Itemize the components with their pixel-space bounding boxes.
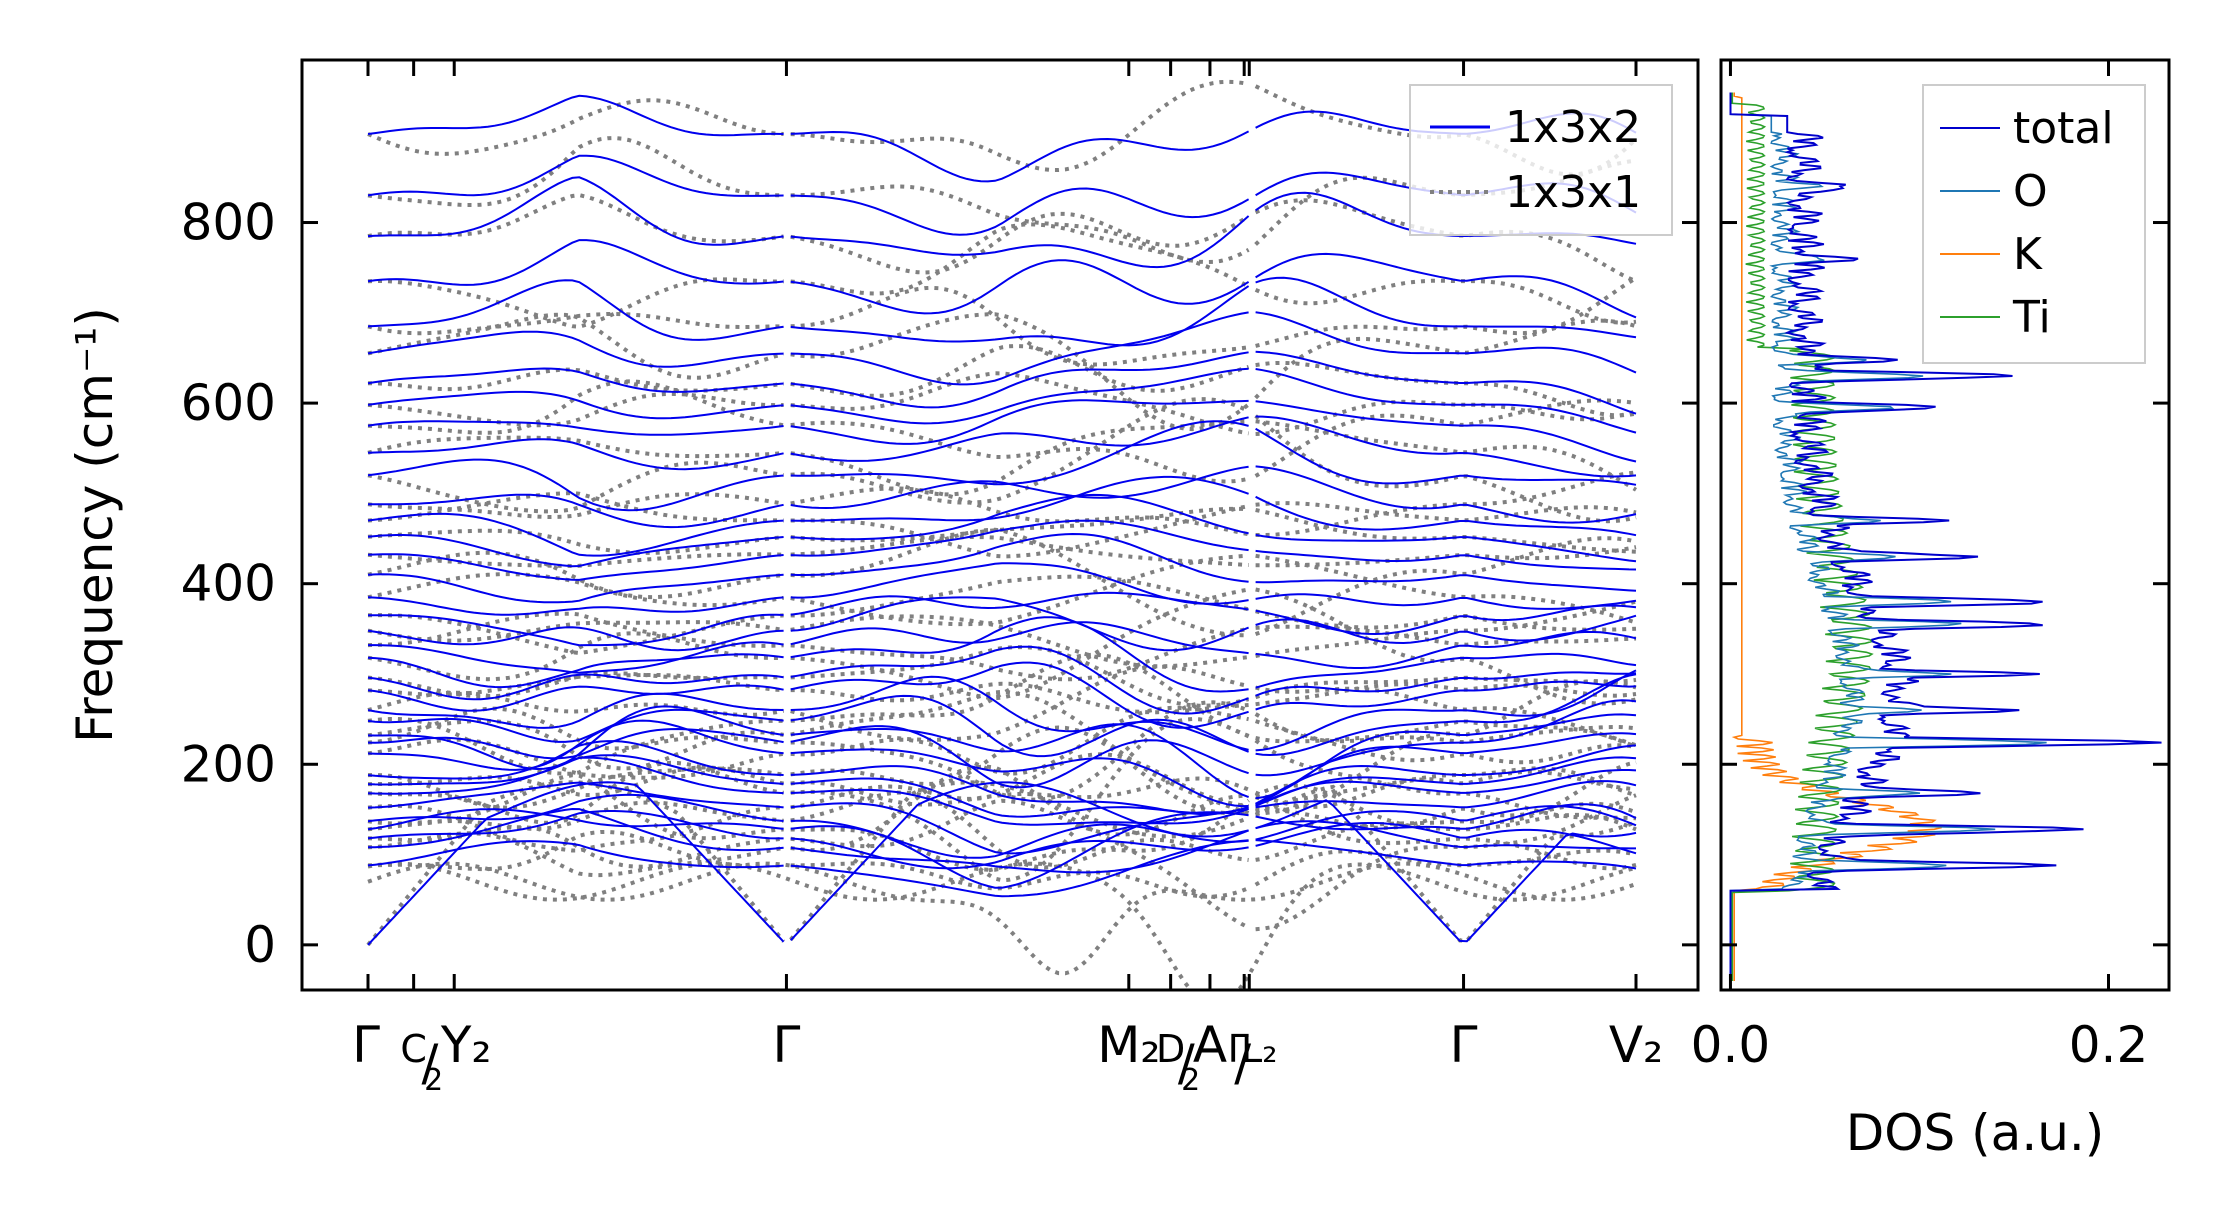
legend-label-O: O xyxy=(2013,166,2048,217)
band-1x3x2-27 xyxy=(367,420,1637,512)
band-1x3x1-18 xyxy=(367,611,1637,682)
band-1x3x1-19 xyxy=(367,599,1637,669)
dos-x-axis-label: DOS (a.u.) xyxy=(1846,1104,2105,1162)
band-xtick-label-1: C xyxy=(400,1027,427,1071)
band-1x3x2-3 xyxy=(367,810,1637,870)
band-xtick-label-6: A xyxy=(1193,1016,1227,1074)
band-1x3x1-21 xyxy=(367,553,1637,627)
band-ytick-label-2: 400 xyxy=(181,555,276,613)
band-1x3x1-35 xyxy=(367,193,1637,284)
band-legend: 1x3x2 1x3x1 xyxy=(1409,84,1673,236)
band-xtick-slash-2: / xyxy=(1234,1034,1251,1092)
band-ytick-label-3: 600 xyxy=(181,374,276,432)
band-xtick-label-9: Γ xyxy=(1450,1016,1478,1074)
band-1x3x2-34 xyxy=(367,239,1637,319)
band-xtick-sub-5: 2 xyxy=(1181,1063,1200,1098)
band-1x3x1-23 xyxy=(367,534,1637,569)
band-1x3x1-30 xyxy=(367,371,1637,436)
band-1x3x2-29 xyxy=(367,399,1637,463)
band-xtick-label-2: Y₂ xyxy=(440,1016,492,1074)
bands-1x3x2-group xyxy=(367,94,1637,946)
band-xtick-label-3: Γ xyxy=(773,1016,801,1074)
band-1x3x2-23 xyxy=(367,519,1637,581)
band-1x3x2-22 xyxy=(367,532,1637,604)
band-1x3x2-25 xyxy=(367,475,1637,557)
legend-label-1x3x1: 1x3x1 xyxy=(1505,167,1641,218)
band-axes-frame xyxy=(300,58,1700,992)
band-1x3x1-10 xyxy=(367,705,1637,780)
band-1x3x1-9 xyxy=(367,725,1637,816)
band-xtick-label-10: V₂ xyxy=(1609,1016,1663,1074)
band-1x3x1-29 xyxy=(367,379,1637,484)
band-xtick-label-7: Γ xyxy=(1228,1027,1249,1071)
legend-label-total: total xyxy=(2013,103,2114,154)
band-ytick-label-0: 0 xyxy=(244,916,276,974)
band-1x3x2-5 xyxy=(367,793,1637,859)
legend-label-Ti: Ti xyxy=(2012,292,2051,343)
band-xtick-label-5: D xyxy=(1156,1027,1185,1071)
band-1x3x1-soft-0 xyxy=(367,861,1637,976)
band-1x3x2-33 xyxy=(367,276,1637,347)
dos-curve-O xyxy=(1729,92,2047,981)
band-1x3x1-13 xyxy=(367,652,1637,776)
band-y-ticks: 0 200 400 600 800 xyxy=(181,194,1698,974)
band-1x3x2-26 xyxy=(368,465,1637,529)
band-1x3x2-16 xyxy=(367,645,1637,715)
band-ytick-label-4: 800 xyxy=(181,194,276,252)
band-legend-box xyxy=(1409,84,1673,236)
band-1x3x1-soft-1 xyxy=(367,861,1637,990)
band-xtick-label-8: L₂ xyxy=(1241,1027,1277,1071)
legend-label-1x3x2: 1x3x2 xyxy=(1505,102,1641,153)
band-1x3x2-28 xyxy=(367,415,1637,478)
band-1x3x1-0 xyxy=(366,780,1637,947)
band-1x3x2-24 xyxy=(367,493,1637,568)
band-1x3x2-30 xyxy=(367,367,1637,434)
dos-lines-group xyxy=(1729,92,2162,981)
dos-axes-frame xyxy=(1719,58,2171,992)
band-1x3x2-15 xyxy=(367,661,1637,729)
band-1x3x1-1 xyxy=(367,829,1637,899)
band-1x3x2-6 xyxy=(367,780,1637,855)
dos-xtick-label-0: 0.0 xyxy=(1691,1016,1771,1074)
band-xtick-sub-1: 2 xyxy=(424,1063,443,1098)
band-1x3x1-25 xyxy=(367,491,1637,559)
band-1x3x2-13 xyxy=(367,673,1637,758)
legend-label-K: K xyxy=(2013,229,2043,280)
dos-curve-K xyxy=(1731,92,1942,981)
band-1x3x2-31 xyxy=(367,350,1637,415)
band-1x3x2-12 xyxy=(367,705,1637,800)
dos-curve-Ti xyxy=(1731,92,1874,981)
band-1x3x1-32 xyxy=(367,312,1637,432)
dos-panel: 0.0 0.2 DOS (a.u.) total O K Ti xyxy=(1691,58,2171,1162)
band-1x3x2-14 xyxy=(367,669,1637,752)
band-xtick-slash-0: / xyxy=(422,1034,439,1092)
band-ytick-label-1: 200 xyxy=(181,735,276,793)
band-1x3x2-21 xyxy=(367,562,1637,616)
dos-x-ticks: 0.0 0.2 xyxy=(1691,60,2149,1074)
dos-legend: total O K Ti xyxy=(1922,84,2146,364)
dos-xtick-label-1: 0.2 xyxy=(2069,1016,2149,1074)
band-1x3x2-32 xyxy=(367,311,1637,386)
band-1x3x2-17 xyxy=(367,616,1637,693)
band-1x3x2-1 xyxy=(367,839,1637,898)
band-1x3x1-5 xyxy=(367,760,1637,870)
band-1x3x1-34 xyxy=(367,222,1637,329)
band-1x3x1-2 xyxy=(367,764,1637,932)
band-1x3x1-4 xyxy=(367,773,1637,872)
band-1x3x1-26 xyxy=(367,470,1637,537)
band-y-axis-label: Frequency (cm⁻¹) xyxy=(66,307,124,743)
band-xtick-label-4: M₂ xyxy=(1097,1016,1160,1074)
band-1x3x1-33 xyxy=(367,276,1638,367)
band-1x3x2-19 xyxy=(367,596,1637,652)
dos-curve-total xyxy=(1729,92,2162,981)
band-xtick-label-0: Γ xyxy=(352,1016,380,1074)
band-xtick-slash-1: / xyxy=(1178,1034,1195,1092)
dos-y-ticks xyxy=(1721,221,2169,947)
band-1x3x1-15 xyxy=(367,673,1637,715)
band-1x3x1-7 xyxy=(367,716,1637,883)
